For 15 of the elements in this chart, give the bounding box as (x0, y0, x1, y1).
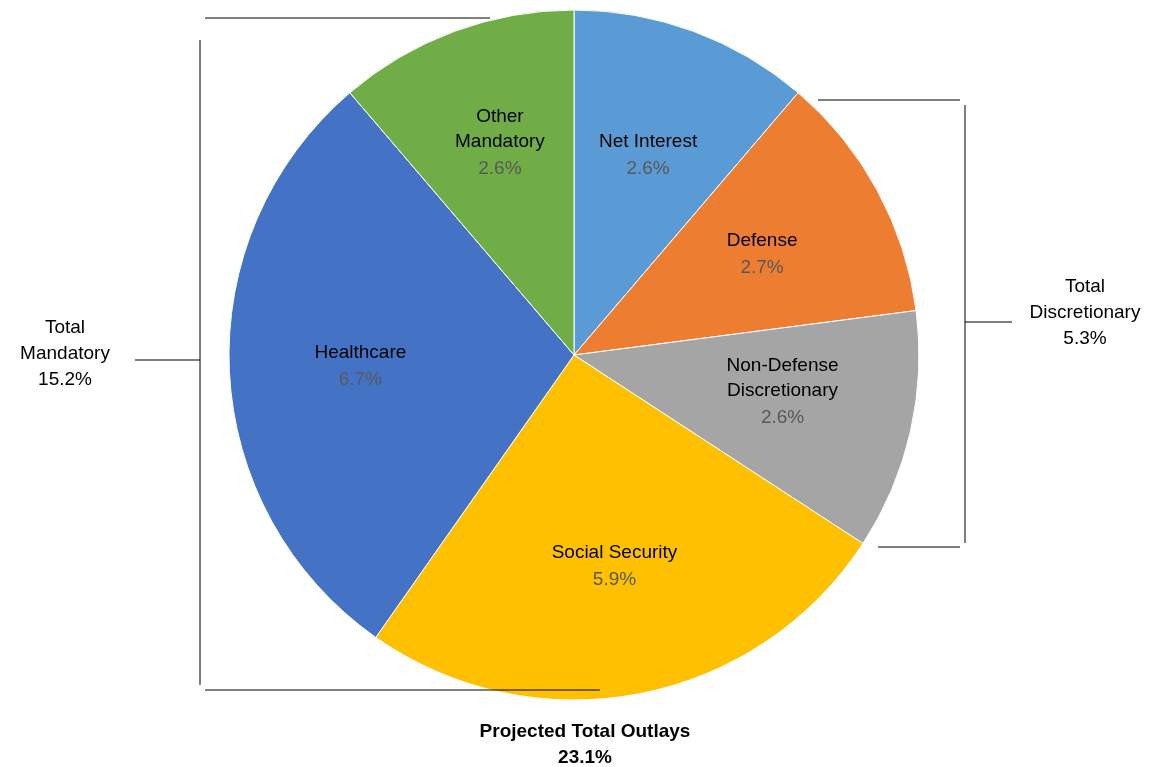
data-label: 5.9% (592, 568, 637, 590)
text: Projected Total Outlays 23.1% (479, 720, 691, 767)
text: Total Discretionary 5.3% (1029, 275, 1141, 348)
slice-label: Other Mandatory (455, 105, 546, 152)
slice-label: Healthcare (314, 341, 407, 363)
data-label: 6.7% (338, 368, 383, 390)
data-label: 2.6% (478, 157, 522, 179)
data-label: 2.7% (740, 256, 784, 278)
data-label: 2.6% (760, 405, 805, 427)
text: Total Mandatory 15.2% (20, 316, 111, 389)
slice-label: Social Security (551, 541, 678, 563)
slice-label: Defense (726, 229, 798, 251)
slice-label: Net Interest (598, 130, 698, 152)
slice-label: Non-Defense Discretionary (726, 353, 839, 400)
data-label: 2.6% (626, 157, 670, 179)
